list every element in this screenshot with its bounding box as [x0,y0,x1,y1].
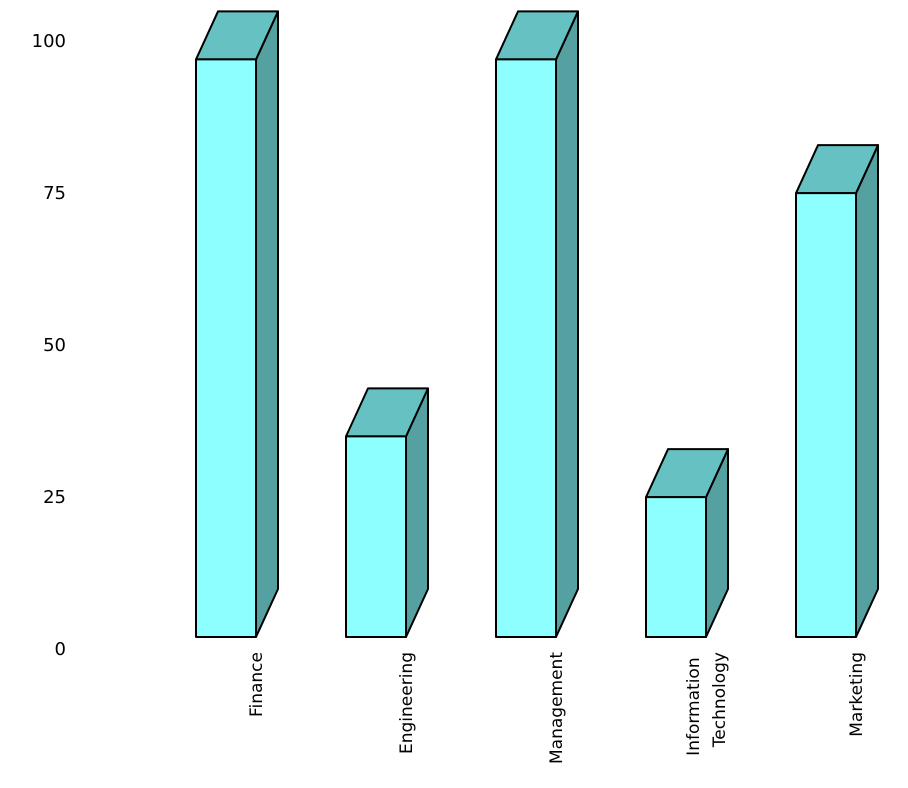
bar-side [555,10,579,638]
y-tick-label: 25 [43,487,66,508]
x-tick-label: Information Technology [684,652,730,756]
y-tick-label: 0 [55,639,66,660]
bar [345,435,407,638]
bar [795,192,857,638]
bar [495,58,557,638]
x-tick-label: Marketing [847,652,867,737]
y-tick-label: 75 [43,183,66,204]
y-tick-label: 100 [32,31,66,52]
y-tick-label: 50 [43,335,66,356]
bar-side [255,10,279,638]
x-tick-label: Finance [247,652,267,717]
bar-side [855,144,879,638]
bar [645,496,707,638]
x-tick-label: Engineering [397,652,417,754]
bar [195,58,257,638]
x-tick-label: Management [547,652,567,764]
